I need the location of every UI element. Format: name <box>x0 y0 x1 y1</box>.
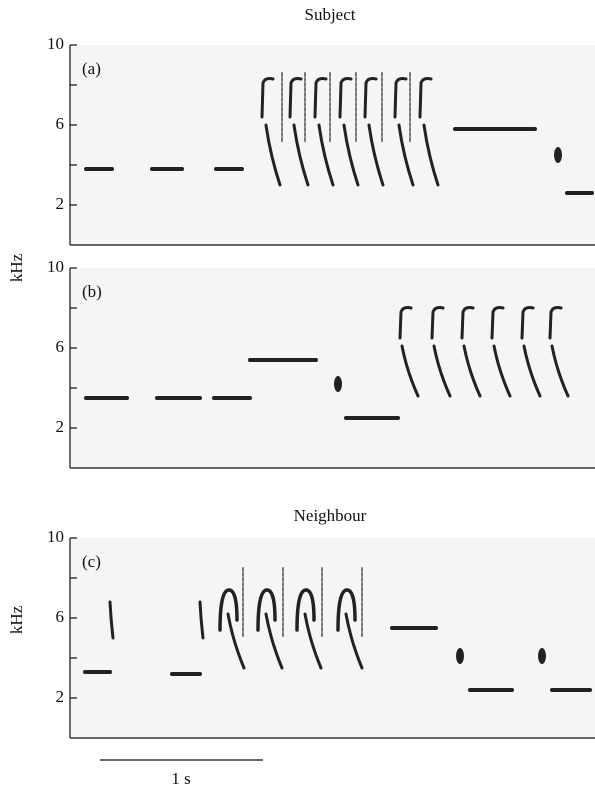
syllable <box>288 77 303 119</box>
scale-bar-label: 1 s <box>171 769 190 788</box>
syllable <box>292 123 310 187</box>
syllable <box>338 77 353 119</box>
y-tick-label: 10 <box>47 257 64 276</box>
panel-label: (a) <box>82 59 101 78</box>
y-tick-label: 10 <box>47 527 64 546</box>
syllable <box>520 306 535 340</box>
syllable <box>430 306 445 340</box>
syllable <box>295 588 316 632</box>
syllable <box>398 306 413 340</box>
panel-label: (b) <box>82 282 102 301</box>
y-tick-label: 2 <box>56 417 65 436</box>
syllable <box>336 588 357 632</box>
y-tick-label: 2 <box>56 194 65 213</box>
syllable <box>422 123 440 187</box>
syllable <box>313 77 328 119</box>
syllable <box>490 306 505 340</box>
y-tick-label: 10 <box>47 34 64 53</box>
plot-area <box>70 538 595 738</box>
syllable <box>432 344 452 398</box>
syllable <box>554 147 562 163</box>
syllable <box>397 123 415 187</box>
syllable <box>550 344 570 398</box>
y-tick-label: 6 <box>56 337 65 356</box>
syllable <box>492 344 512 398</box>
syllable <box>393 77 408 119</box>
y-axis-label: kHz <box>7 605 26 634</box>
syllable <box>334 376 342 392</box>
y-tick-label: 2 <box>56 687 65 706</box>
plot-area <box>70 268 595 468</box>
y-tick-label: 6 <box>56 607 65 626</box>
syllable <box>456 648 464 664</box>
syllable <box>108 600 115 640</box>
y-axis-label: kHz <box>7 253 26 282</box>
syllable <box>367 123 385 187</box>
syllable <box>218 588 239 632</box>
syllable <box>344 612 364 670</box>
syllable <box>462 344 482 398</box>
panel-title: Subject <box>305 5 356 24</box>
syllable <box>226 612 246 670</box>
y-tick-label: 6 <box>56 114 65 133</box>
syllable <box>317 123 335 187</box>
syllable <box>260 77 275 119</box>
syllable <box>418 77 433 119</box>
syllable <box>342 123 360 187</box>
plot-area <box>70 45 595 245</box>
syllable <box>363 77 378 119</box>
syllable <box>522 344 542 398</box>
syllable <box>264 123 282 187</box>
syllable <box>256 588 277 632</box>
panel-label: (c) <box>82 552 101 571</box>
syllable <box>538 648 546 664</box>
syllable <box>548 306 563 340</box>
syllable <box>400 344 420 398</box>
syllable <box>198 600 205 640</box>
panel-title: Neighbour <box>294 506 367 525</box>
syllable <box>303 612 323 670</box>
syllable <box>264 612 284 670</box>
syllable <box>460 306 475 340</box>
